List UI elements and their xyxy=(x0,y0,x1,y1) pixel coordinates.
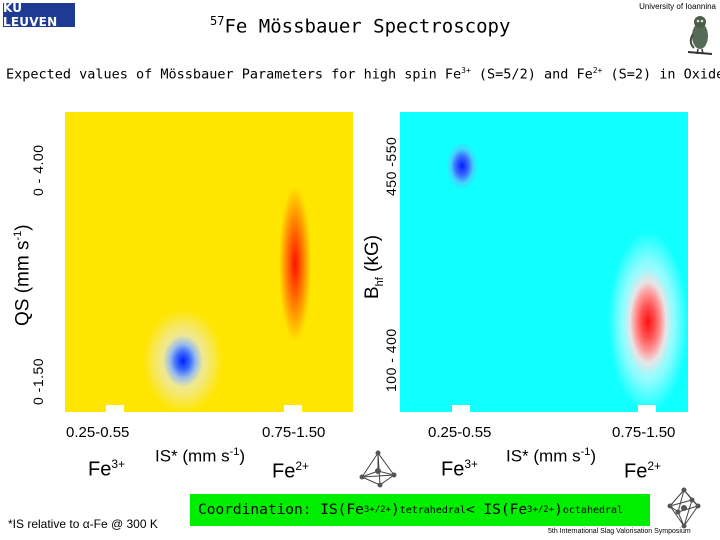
left-tick-high: 0.75-1.50 xyxy=(262,424,326,441)
left-axis-notch-2 xyxy=(284,405,302,417)
is-reference-footnote: *IS relative to α-Fe @ 300 K xyxy=(8,517,158,531)
coordination-note: Coordination: IS(Fe 3+/2+) tetrahedral < IS… xyxy=(190,494,650,526)
qs-axis-label: QS (mm s-1) xyxy=(12,224,34,326)
qs-panel xyxy=(65,112,353,412)
bhf-axis-label: Bhf (kG) xyxy=(362,234,386,299)
right-fe2-label: Fe2+ xyxy=(624,459,662,483)
symposium-label: 5th International Slag Valorisation Symp… xyxy=(548,528,691,535)
subtitle: Expected values of Mössbauer Parameters … xyxy=(6,66,720,83)
bhf-panel xyxy=(400,112,688,412)
left-fe2-label: Fe2+ xyxy=(272,459,310,483)
left-fe3-label: Fe3+ xyxy=(88,457,126,481)
tetrahedron-icon xyxy=(359,450,397,488)
bhf-range-high: 450 -550 xyxy=(383,136,399,196)
right-axis-notch-2 xyxy=(638,405,656,417)
bhf-range-low: 100 - 400 xyxy=(383,328,399,392)
page-title: 57Fe Mössbauer Spectroscopy xyxy=(210,14,511,38)
right-axis-notch xyxy=(452,405,470,417)
right-tick-high: 0.75-1.50 xyxy=(612,424,676,441)
left-tick-low: 0.25-0.55 xyxy=(66,424,130,441)
left-is-axis-label: IS* (mm s-1) xyxy=(155,446,246,466)
right-fe3-label: Fe3+ xyxy=(441,457,479,481)
owl-icon xyxy=(687,16,713,55)
ku-leuven-logo: KU LEUVEN xyxy=(3,1,75,29)
institution-label: University of Ioannina xyxy=(639,2,716,11)
qs-range-high: 0 - 4.00 xyxy=(30,144,46,196)
qs-range-low: 0 -1.50 xyxy=(30,357,46,405)
right-tick-low: 0.25-0.55 xyxy=(428,424,492,441)
octahedron-icon xyxy=(667,487,701,529)
left-axis-notch xyxy=(106,405,124,417)
right-is-axis-label: IS* (mm s-1) xyxy=(506,446,597,466)
